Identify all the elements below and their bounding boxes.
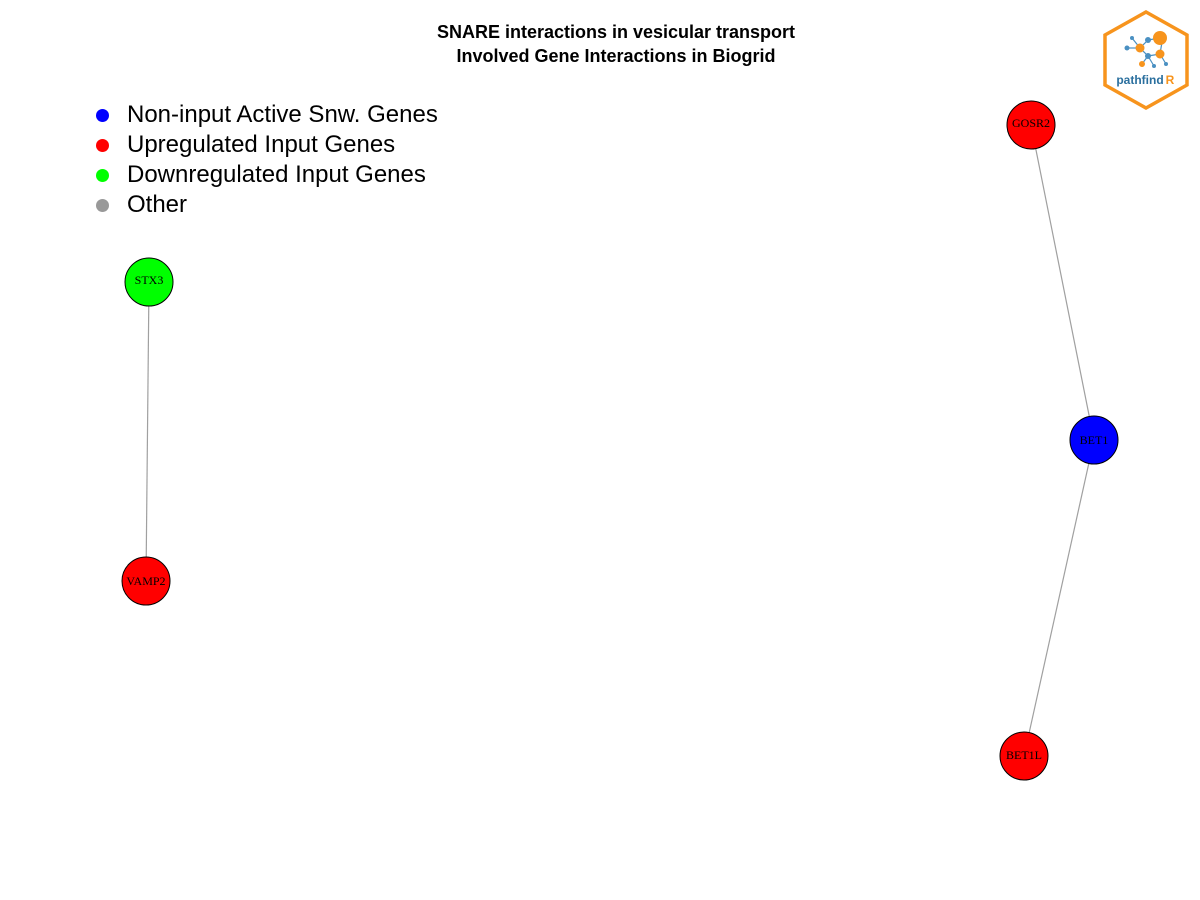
node-vamp2-label: VAMP2 (126, 574, 165, 588)
legend-item-downregulated: Downregulated Input Genes (96, 160, 438, 190)
hexagon-logo-frame (1103, 10, 1189, 110)
node-stx3[interactable]: STX3 (124, 257, 174, 307)
node-bet1-label: BET1 (1080, 433, 1109, 447)
edge-gosr2-bet1 (1030, 124, 1095, 441)
title-line-2: Involved Gene Interactions in Biogrid (456, 46, 776, 66)
node-bet1l-label: BET1L (1006, 748, 1042, 762)
legend-item-non-input-active: Non-input Active Snw. Genes (96, 100, 438, 130)
legend-item-other: Other (96, 190, 438, 220)
node-gosr2-label: GOSR2 (1012, 116, 1050, 130)
blue-dot-icon (96, 108, 109, 122)
node-bet1[interactable]: BET1 (1069, 415, 1119, 465)
node-vamp2-circle (121, 556, 171, 606)
pathfindr-logo: pathfind R (1103, 10, 1189, 110)
node-gosr2[interactable]: GOSR2 (1006, 100, 1056, 150)
node-gosr2-circle (1006, 100, 1056, 150)
red-dot-icon (96, 138, 109, 152)
legend-label: Upregulated Input Genes (127, 131, 396, 158)
legend: Non-input Active Snw. Genes Upregulated … (96, 100, 438, 220)
chart-title: SNARE interactions in vesicular transpor… (0, 20, 1200, 68)
title-line-1: SNARE interactions in vesicular transpor… (436, 22, 796, 42)
logo-text-main: pathfind (1116, 73, 1163, 87)
node-bet1-circle (1069, 415, 1119, 465)
node-bet1l[interactable]: BET1L (999, 731, 1049, 781)
node-stx3-label: STX3 (135, 273, 164, 287)
gray-dot-icon (96, 198, 109, 212)
edge-bet1-bet1l (1023, 439, 1095, 757)
node-bet1l-circle (999, 731, 1049, 781)
network-icon (1124, 31, 1168, 68)
legend-label: Downregulated Input Genes (127, 161, 426, 188)
legend-label: Non-input Active Snw. Genes (127, 101, 438, 128)
green-dot-icon (96, 168, 109, 182)
edge-stx3-vamp2 (145, 281, 150, 582)
legend-item-upregulated: Upregulated Input Genes (96, 130, 438, 160)
node-stx3-circle (124, 257, 174, 307)
node-vamp2[interactable]: VAMP2 (121, 556, 171, 606)
logo-text-accent: R (1166, 73, 1175, 87)
legend-label: Other (127, 191, 188, 218)
